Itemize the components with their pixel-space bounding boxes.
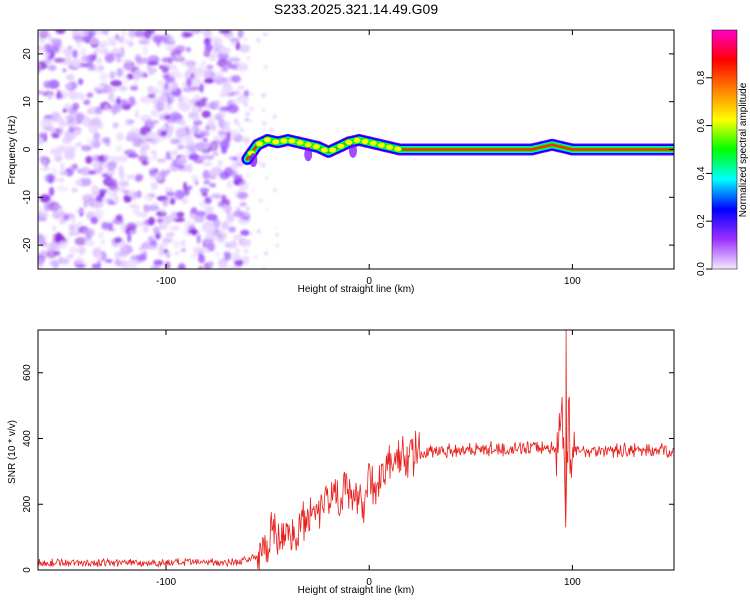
spectrogram-noise [38,30,280,269]
snr-axes: -100 0 100 0 200 400 600 [22,330,674,588]
colorbar-label: Normalized spectral amplitude [738,82,749,217]
colorbar-bar [711,29,738,270]
colorbar-tick-label: 0.0 [696,262,707,276]
snr-xlabel: Height of straight line (km) [298,585,415,596]
spectrogram-plot-area [38,30,674,269]
snr-frame [37,329,675,571]
spectrogram-ytick-label: 0 [22,146,33,152]
snr-panel: -100 0 100 0 200 400 600 Height of straight li… [7,329,675,596]
spectrogram-xtick-label: 100 [564,276,581,287]
snr-plot-area [38,330,674,570]
spectrogram-ylabel: Frequency (Hz) [7,116,18,185]
spectrogram-ytick-label: -20 [22,237,33,252]
ridge-blobs [246,136,403,167]
colorbar-tick-label: 0.2 [696,214,707,228]
colorbar: 0.0 0.2 0.4 0.6 0.8 Normalized spectral ampl… [696,29,749,276]
spectrogram-ytick-label: 20 [22,48,33,60]
snr-xtick-label: 0 [366,577,372,588]
spectrogram-xtick-label: -100 [156,276,176,287]
colorbar-tick-label: 0.4 [696,166,707,180]
snr-ytick-label: 600 [22,364,33,381]
spectrogram-xtick-label: 0 [366,276,372,287]
snr-xtick-label: 100 [564,577,581,588]
snr-ytick-label: 200 [22,495,33,512]
colorbar-tick-label: 0.8 [696,70,707,84]
snr-series-line [38,330,674,570]
snr-ytick-label: 0 [22,567,33,573]
spectrogram-ytick-label: -10 [22,190,33,205]
snr-ytick-label: 400 [22,430,33,447]
figure-title: S233.2025.321.14.49.G09 [274,1,438,17]
colorbar-tick-label: 0.6 [696,118,707,132]
spectrogram-ytick-label: 10 [22,96,33,108]
spectrogram-xlabel: Height of straight line (km) [298,284,415,295]
colorbar-ticks: 0.0 0.2 0.4 0.6 0.8 [696,70,712,276]
snr-xtick-label: -100 [156,577,176,588]
snr-ylabel: SNR (10 * v/v) [7,420,18,484]
